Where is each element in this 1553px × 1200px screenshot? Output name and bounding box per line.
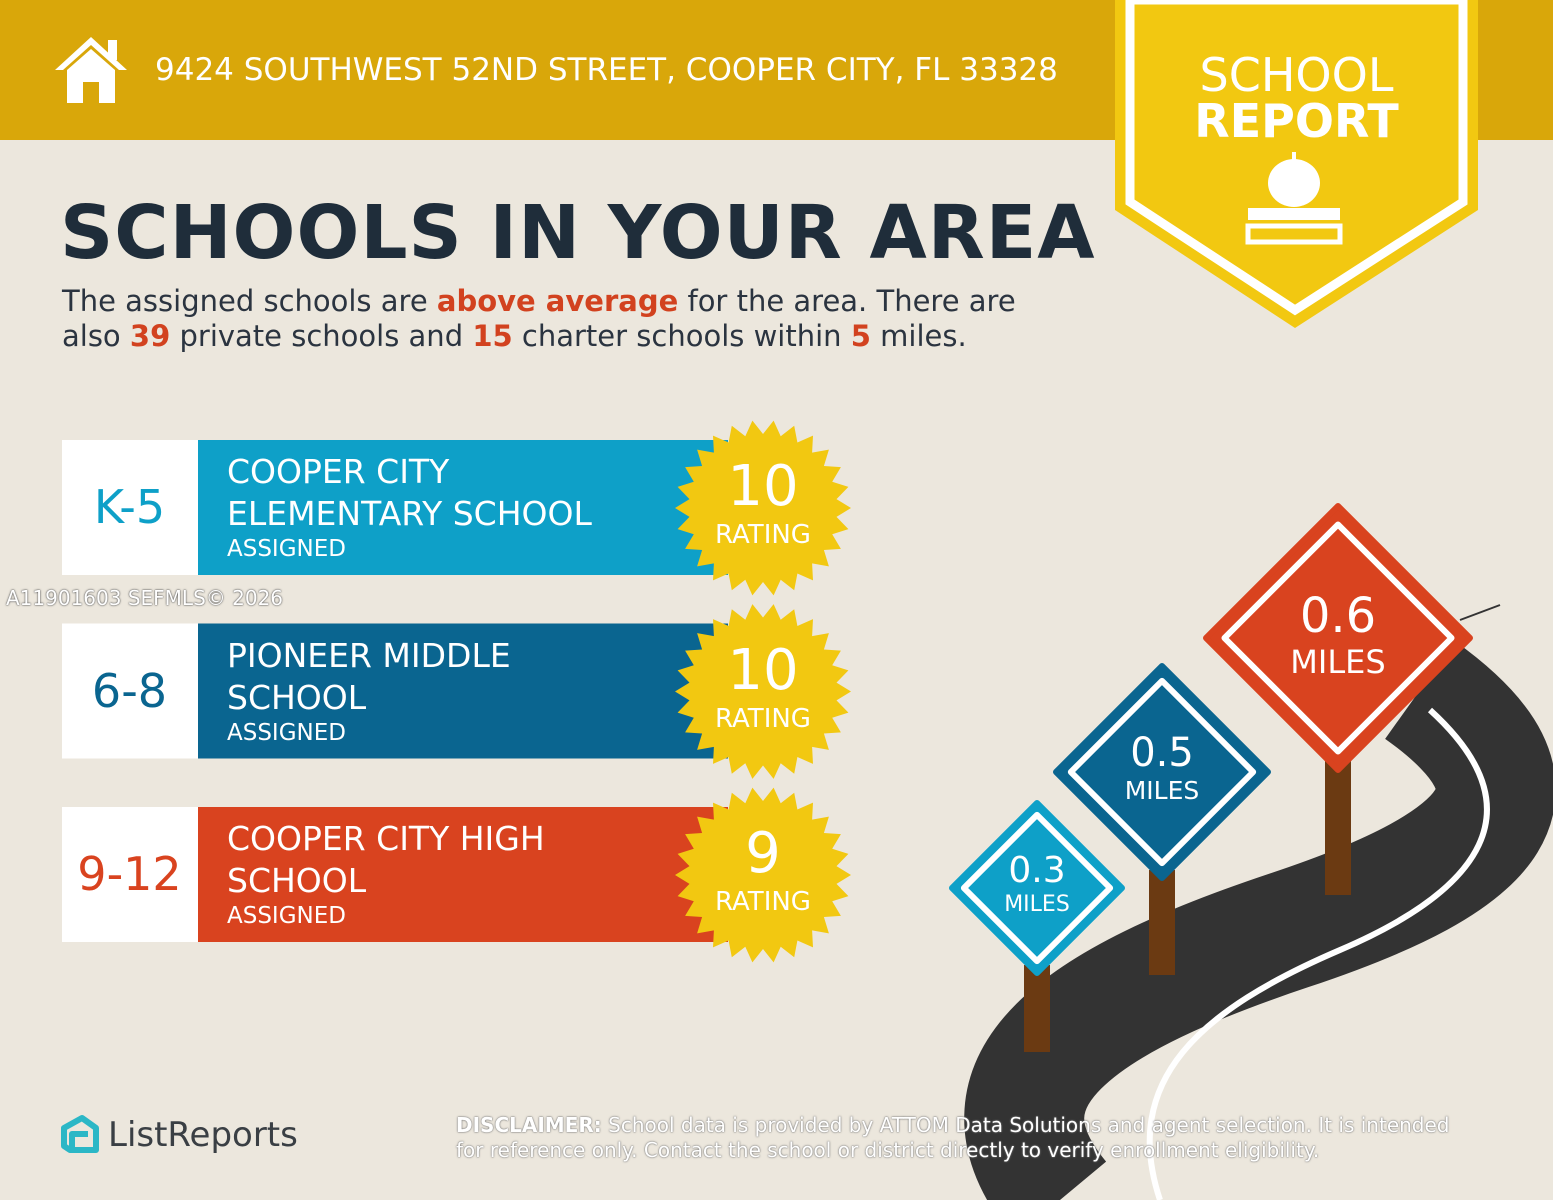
disclaimer-label: DISCLAIMER: (456, 1113, 602, 1137)
sign-post (1149, 870, 1175, 975)
grade-box (62, 807, 198, 942)
road-line (1146, 707, 1490, 1200)
school-name: COOPER CITY HIGH (227, 819, 545, 858)
intro-text: also (62, 319, 130, 353)
listreports-logo (61, 1115, 99, 1153)
school-name: ELEMENTARY SCHOOL (227, 494, 592, 533)
intro-highlight: above average (436, 284, 679, 318)
watermark: A11901603 SEFMLS© 2026 (6, 586, 284, 610)
sign (1067, 677, 1257, 867)
intro-line: also 39 private schools and 15 charter s… (62, 319, 967, 353)
intro-text: miles. (870, 319, 967, 353)
intro-line: The assigned schools are above average f… (62, 284, 1016, 318)
school-status: ASSIGNED (227, 903, 346, 929)
badge-line: SCHOOL (1199, 48, 1394, 102)
disclaimer-text: School data is provided by ATTOM Data So… (456, 1113, 1450, 1162)
distance-unit: MILES (1004, 891, 1070, 917)
address: 9424 SOUTHWEST 52ND STREET, COOPER CITY,… (155, 52, 1058, 88)
school-bar (198, 623, 728, 759)
school-bar (198, 807, 728, 942)
school-name: COOPER CITY (227, 452, 450, 491)
rating-seal (675, 420, 851, 596)
road (964, 641, 1553, 1200)
distance-unit: MILES (1124, 776, 1200, 805)
intro-text: for the area. There are (678, 284, 1016, 318)
distance-unit: MILES (1290, 642, 1386, 681)
sign-post (1325, 760, 1351, 895)
sign (960, 811, 1114, 965)
intro-highlight: 15 (472, 319, 513, 353)
brand: ListReports (108, 1115, 298, 1155)
badge-border (1125, 0, 1468, 316)
sign (949, 800, 1125, 976)
school-name: SCHOOL (227, 677, 367, 717)
rating-label: RATING (715, 887, 811, 917)
distance-value: 0.6 (1299, 587, 1377, 644)
rating-seal (675, 787, 851, 963)
sign-post (1024, 965, 1050, 1052)
intro-highlight: 39 (129, 319, 171, 353)
grade: 9-12 (77, 847, 182, 901)
school-status: ASSIGNED (227, 536, 346, 562)
sign (1053, 663, 1271, 881)
rating-label: RATING (715, 703, 811, 734)
sign (1221, 521, 1455, 755)
distance-value: 0.5 (1130, 730, 1194, 776)
school-status: ASSIGNED (227, 719, 346, 746)
school-bar (198, 440, 728, 575)
school-name: PIONEER MIDDLE (227, 635, 511, 675)
road-edge (1459, 604, 1501, 621)
rating-label: RATING (715, 520, 811, 550)
grade: K-5 (93, 480, 166, 534)
disclaimer: DISCLAIMER: School data is provided by A… (456, 1113, 1476, 1163)
distance-value: 0.3 (1008, 850, 1066, 892)
grade: 6-8 (91, 663, 168, 718)
sign (1203, 503, 1473, 773)
grade-box (62, 440, 198, 575)
intro-text: private schools and (170, 319, 473, 353)
intro-text: The assigned schools are (62, 284, 437, 318)
rating: 10 (727, 454, 799, 519)
title: SCHOOLS IN YOUR AREA (60, 190, 1096, 276)
art-layer (62, 420, 1473, 1052)
rating: 9 (745, 821, 781, 886)
rating: 10 (727, 637, 799, 703)
badge-line: REPORT (1194, 94, 1399, 148)
apple-books-icon (1245, 152, 1343, 245)
school-name: SCHOOL (227, 861, 367, 900)
grade-box (62, 623, 198, 759)
intro-text: charter schools within (512, 319, 851, 353)
house-icon (55, 37, 127, 103)
rating-seal (675, 604, 851, 779)
intro-highlight: 5 (850, 319, 871, 353)
